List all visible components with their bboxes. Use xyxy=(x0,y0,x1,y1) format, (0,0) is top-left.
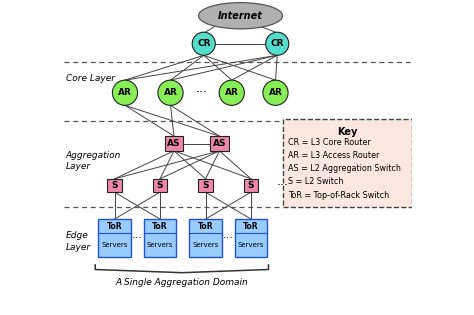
Text: S: S xyxy=(248,181,254,190)
Text: AS = L2 Aggregation Switch: AS = L2 Aggregation Switch xyxy=(289,164,401,173)
Text: ···: ··· xyxy=(223,233,234,243)
Ellipse shape xyxy=(199,3,283,29)
Text: CR = L3 Core Router: CR = L3 Core Router xyxy=(289,138,371,146)
FancyBboxPatch shape xyxy=(244,179,258,192)
Circle shape xyxy=(219,80,245,105)
Text: ToR: ToR xyxy=(243,222,259,231)
Text: ToR: ToR xyxy=(107,222,122,231)
FancyBboxPatch shape xyxy=(283,119,412,207)
Text: Servers: Servers xyxy=(192,242,219,248)
Text: ···: ··· xyxy=(195,86,207,99)
Text: AR: AR xyxy=(118,88,132,97)
Circle shape xyxy=(192,32,215,55)
Text: ToR: ToR xyxy=(198,222,213,231)
FancyBboxPatch shape xyxy=(190,219,222,257)
Circle shape xyxy=(158,80,183,105)
FancyBboxPatch shape xyxy=(99,219,131,257)
FancyBboxPatch shape xyxy=(210,136,228,151)
Text: CR: CR xyxy=(271,39,284,48)
Text: S: S xyxy=(157,181,163,190)
Text: S = L2 Switch: S = L2 Switch xyxy=(289,177,344,186)
Text: Edge
Layer: Edge Layer xyxy=(65,232,91,252)
Text: ···: ··· xyxy=(276,179,289,192)
Text: S: S xyxy=(202,181,209,190)
Text: Servers: Servers xyxy=(147,242,173,248)
Text: AR: AR xyxy=(164,88,177,97)
FancyBboxPatch shape xyxy=(153,179,167,192)
Text: Aggregation
Layer: Aggregation Layer xyxy=(65,151,121,171)
Circle shape xyxy=(112,80,137,105)
Text: AR: AR xyxy=(225,88,239,97)
Text: CR: CR xyxy=(197,39,210,48)
FancyBboxPatch shape xyxy=(107,179,122,192)
Text: A Single Aggregation Domain: A Single Aggregation Domain xyxy=(116,278,248,287)
FancyBboxPatch shape xyxy=(235,219,267,257)
Text: AS: AS xyxy=(167,139,181,148)
Text: Internet: Internet xyxy=(218,11,263,21)
Text: Servers: Servers xyxy=(238,242,264,248)
Text: ···: ··· xyxy=(132,233,143,243)
Text: AR: AR xyxy=(269,88,283,97)
Circle shape xyxy=(263,80,288,105)
FancyBboxPatch shape xyxy=(165,136,183,151)
Text: ToR = Top-of-Rack Switch: ToR = Top-of-Rack Switch xyxy=(289,191,390,200)
Text: Servers: Servers xyxy=(101,242,128,248)
Text: AR = L3 Access Router: AR = L3 Access Router xyxy=(289,151,380,160)
FancyBboxPatch shape xyxy=(144,219,176,257)
Circle shape xyxy=(266,32,289,55)
Text: ToR: ToR xyxy=(152,222,168,231)
Text: S: S xyxy=(111,181,118,190)
FancyBboxPatch shape xyxy=(198,179,213,192)
Text: AS: AS xyxy=(213,139,226,148)
Text: Core Layer: Core Layer xyxy=(65,74,115,83)
Text: Key: Key xyxy=(337,127,357,137)
